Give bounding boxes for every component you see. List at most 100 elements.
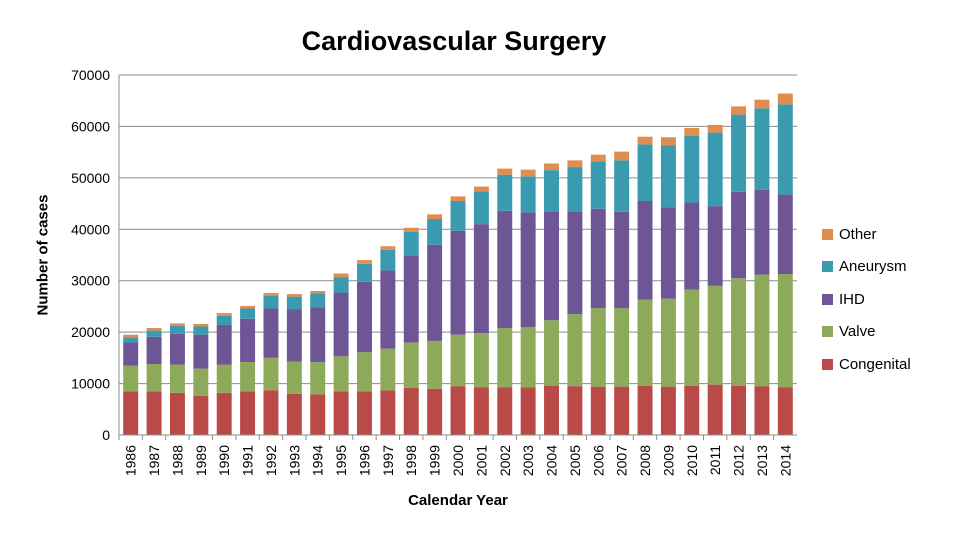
y-tick-label: 0 [102, 427, 110, 443]
bar-segment-ihd [333, 292, 349, 357]
bar-segment-valve [684, 289, 700, 386]
x-tick-label: 1993 [286, 445, 302, 476]
bar-segment-ihd [731, 191, 747, 279]
x-tick-label: 2007 [614, 445, 630, 476]
bar-segment-aneurysm [590, 161, 606, 209]
x-tick-label: 2012 [731, 445, 747, 476]
bar-segment-other [169, 323, 185, 326]
bar-segment-congenital [193, 395, 209, 435]
bar-segment-valve [169, 364, 185, 393]
bar-segment-valve [520, 327, 536, 388]
bar-segment-valve [427, 340, 443, 389]
bar-segment-ihd [520, 212, 536, 327]
x-tick-label: 2014 [777, 445, 793, 476]
legend-label: Aneurysm [839, 258, 907, 276]
bar-segment-aneurysm [520, 176, 536, 213]
bar-segment-ihd [240, 318, 256, 362]
bar-segment-aneurysm [637, 144, 653, 201]
bar-segment-other [427, 214, 443, 219]
legend-label: Valve [839, 323, 876, 341]
bar-segment-aneurysm [193, 326, 209, 335]
bar-segment-ihd [216, 324, 232, 365]
bar-segment-congenital [614, 386, 630, 435]
x-tick-label: 2010 [684, 445, 700, 476]
y-tick-label: 10000 [71, 376, 110, 392]
bar-segment-other [146, 328, 162, 331]
bar-segment-valve [357, 352, 372, 392]
bar-segment-congenital [427, 388, 443, 435]
bar-segment-aneurysm [403, 231, 419, 257]
bar-segment-congenital [216, 392, 232, 435]
axes: 0 10000 20000 30000 40000 50000 60000 70000 1986… [71, 67, 797, 476]
bar-segment-aneurysm [240, 308, 256, 319]
bar-segment-valve [754, 274, 770, 387]
bar-segment-valve [193, 368, 209, 396]
bar-segment-ihd [380, 270, 396, 349]
bar-segment-ihd [286, 309, 302, 362]
bar-segment-ihd [637, 201, 653, 300]
y-tick-label: 60000 [71, 118, 110, 134]
bar-segment-valve [263, 357, 279, 391]
bar-segment-aneurysm [310, 293, 326, 308]
bar-segment-valve [731, 278, 747, 386]
x-tick-label: 2000 [450, 445, 466, 476]
bar-segment-aneurysm [731, 114, 747, 192]
x-tick-label: 2001 [473, 445, 489, 476]
x-tick-label: 2011 [707, 445, 723, 475]
bar-segment-ihd [427, 244, 443, 341]
bar-segment-other [637, 136, 653, 145]
x-tick-label: 1987 [146, 445, 162, 476]
bar-segment-valve [380, 348, 396, 391]
bar-segment-other [777, 93, 793, 105]
bar-segment-congenital [707, 384, 723, 435]
bar-segment-other [216, 313, 232, 316]
bar-segment-valve [240, 361, 256, 392]
bar-segment-congenital [357, 391, 372, 435]
legend-label: Other [839, 225, 877, 243]
bar-segment-other [590, 154, 606, 162]
bar-segment-aneurysm [614, 160, 630, 212]
bar-segment-ihd [590, 208, 606, 308]
bar-segment-other [333, 273, 349, 278]
bar-segment-congenital [544, 385, 559, 435]
chart-title: Cardiovascular Surgery [301, 26, 607, 56]
bar-segment-aneurysm [357, 263, 372, 282]
legend-item-congenital: Congenital [822, 348, 911, 381]
bar-segment-aneurysm [450, 201, 466, 231]
bar-segment-aneurysm [544, 170, 559, 212]
bar-segment-ihd [497, 210, 513, 329]
x-tick-label: 2003 [520, 445, 536, 476]
legend: Other Aneurysm IHD Valve Congenital [822, 218, 911, 381]
bar-segment-other [660, 137, 676, 146]
bar-segment-valve [590, 307, 606, 387]
bar-segment-other [731, 106, 747, 115]
bar-segment-valve [123, 365, 139, 392]
bar-segment-other [614, 151, 630, 161]
x-tick-label: 1990 [216, 445, 232, 476]
legend-swatch [822, 293, 833, 305]
legend-swatch [822, 358, 833, 370]
x-tick-label: 2004 [544, 445, 560, 476]
bar-segment-valve [777, 274, 793, 388]
bar-segment-aneurysm [216, 315, 232, 325]
y-tick-label: 50000 [71, 170, 110, 186]
bar-segment-ihd [754, 189, 770, 275]
bar-segment-ihd [357, 281, 372, 353]
bar-segment-ihd [146, 336, 162, 365]
bar-segment-ihd [450, 230, 466, 335]
legend-swatch [822, 261, 833, 273]
bar-segment-valve [333, 356, 349, 392]
x-tick-label: 1995 [333, 445, 349, 476]
x-tick-label: 1997 [380, 445, 396, 476]
bar-segment-aneurysm [754, 108, 770, 190]
legend-label: IHD [839, 290, 865, 308]
legend-item-aneurysm: Aneurysm [822, 251, 911, 284]
bar-segment-aneurysm [777, 104, 793, 195]
legend-swatch [822, 326, 833, 338]
bar-segment-congenital [754, 386, 770, 435]
x-tick-label: 2005 [567, 445, 583, 476]
bar-segment-aneurysm [380, 249, 396, 271]
bar-segment-congenital [380, 390, 396, 435]
bar-segment-congenital [637, 385, 653, 435]
bar-segment-ihd [544, 211, 559, 321]
